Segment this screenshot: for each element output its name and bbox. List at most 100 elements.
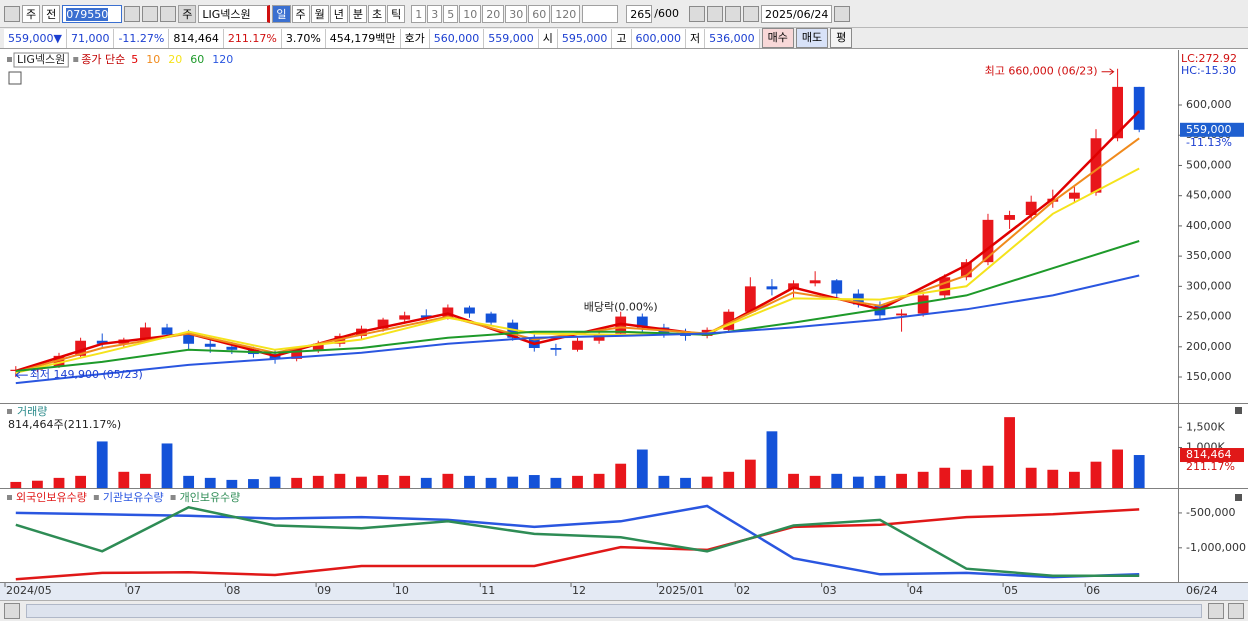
price-tag-change: -11.13% bbox=[1186, 136, 1232, 149]
interval-button[interactable]: 60 bbox=[528, 4, 551, 23]
volume-bar bbox=[226, 479, 238, 488]
annotation: 최고 660,000 (06/23) bbox=[985, 65, 1098, 78]
prev-button[interactable]: 전 bbox=[42, 4, 61, 23]
scroll-left[interactable] bbox=[4, 603, 20, 619]
interval-button[interactable]: 20 bbox=[482, 4, 505, 23]
volume-bar bbox=[420, 477, 432, 488]
period-button[interactable]: 분 bbox=[348, 4, 367, 23]
info-cell: 211.17% bbox=[223, 28, 282, 48]
info-cell: 저 bbox=[686, 28, 706, 48]
candle-body bbox=[960, 262, 972, 278]
period-button[interactable]: 틱 bbox=[387, 4, 406, 23]
candle-body bbox=[744, 286, 756, 312]
volume-bar bbox=[399, 475, 411, 488]
x-tick-label: 04 bbox=[909, 584, 923, 597]
settings-icon[interactable] bbox=[742, 5, 759, 22]
y-tick-label: 500,000 bbox=[1186, 158, 1232, 171]
candle-body bbox=[1090, 138, 1102, 193]
interval-group: 1 3 5 10 20 30 60 120 bbox=[411, 4, 581, 23]
info-cell: 559,000▼ bbox=[4, 28, 67, 48]
volume-bar bbox=[658, 475, 670, 488]
volume-bar bbox=[312, 475, 324, 488]
volume-bar bbox=[896, 473, 907, 488]
search-icon[interactable] bbox=[142, 5, 159, 22]
volume-bar bbox=[204, 477, 216, 488]
x-tick-label: 06 bbox=[1086, 584, 1100, 597]
trade-button[interactable]: 평 bbox=[830, 28, 853, 48]
info-cell: 시 bbox=[538, 28, 558, 48]
custom-interval[interactable] bbox=[582, 4, 619, 23]
volume-bar bbox=[636, 449, 648, 488]
period-button[interactable]: 일 bbox=[272, 4, 291, 23]
tool-icon[interactable] bbox=[706, 5, 723, 22]
lc-label: LC:272.92 bbox=[1181, 52, 1237, 65]
x-tick-label: 05 bbox=[1004, 584, 1018, 597]
market-select[interactable]: 주 bbox=[22, 4, 41, 23]
y-tick-label: 150,000 bbox=[1186, 370, 1232, 383]
date-input[interactable]: 2025/06/24 bbox=[760, 4, 833, 23]
period-button[interactable]: 년 bbox=[329, 4, 348, 23]
annotation-arrow bbox=[1101, 68, 1115, 76]
volume-tag-box bbox=[1180, 448, 1244, 463]
info-cell: 호가 bbox=[400, 28, 430, 48]
candle-body bbox=[1133, 86, 1145, 130]
volume-bar bbox=[183, 475, 195, 488]
volume-bar bbox=[723, 471, 735, 488]
zoom-in[interactable] bbox=[1228, 603, 1244, 619]
info-cell: 600,000 bbox=[631, 28, 687, 48]
interval-button[interactable]: 3 bbox=[427, 4, 443, 23]
calendar-icon[interactable] bbox=[834, 5, 851, 22]
interval-button[interactable]: 120 bbox=[551, 4, 581, 23]
volume-bar bbox=[874, 475, 886, 488]
info-cell: 560,000 bbox=[429, 28, 485, 48]
sound-icon[interactable] bbox=[160, 5, 177, 22]
count-max: /600 bbox=[654, 7, 679, 20]
legend-marker bbox=[7, 409, 12, 414]
volume-subtitle: 814,464주(211.17%) bbox=[8, 418, 121, 431]
candle-body bbox=[96, 340, 108, 344]
interval-button[interactable]: 1 bbox=[411, 4, 427, 23]
legend-marker bbox=[7, 57, 12, 62]
interval-button[interactable]: 10 bbox=[459, 4, 482, 23]
y-tick-label: -500,000 bbox=[1186, 506, 1235, 519]
candle-body bbox=[1004, 215, 1015, 220]
menu-icon[interactable] bbox=[4, 5, 20, 22]
scroll-track[interactable] bbox=[26, 604, 1202, 618]
legend-marker bbox=[93, 495, 99, 500]
period-button[interactable]: 초 bbox=[368, 4, 387, 23]
x-tick-label: 09 bbox=[317, 584, 331, 597]
y-tick-label: 300,000 bbox=[1186, 279, 1232, 292]
code-text: 079550 bbox=[66, 7, 109, 21]
count-input[interactable]: 265 bbox=[626, 4, 653, 23]
dropdown-icon[interactable] bbox=[124, 5, 141, 22]
volume-bar bbox=[248, 479, 259, 488]
save-icon[interactable] bbox=[724, 5, 741, 22]
candle-body bbox=[809, 280, 821, 284]
period-button[interactable]: 월 bbox=[310, 4, 329, 23]
interval-button[interactable]: 30 bbox=[505, 4, 528, 23]
candle-body bbox=[183, 334, 195, 344]
candle-body bbox=[939, 277, 951, 296]
zoom-out[interactable] bbox=[1208, 603, 1224, 619]
code-input[interactable]: 079550 bbox=[62, 4, 123, 23]
volume-bar bbox=[1133, 455, 1145, 488]
trade-button[interactable]: 매수 bbox=[761, 28, 794, 48]
legend-entry: 120 bbox=[212, 53, 233, 66]
trade-button[interactable]: 매도 bbox=[795, 28, 829, 48]
interval-button[interactable]: 5 bbox=[443, 4, 459, 23]
candle-body bbox=[312, 343, 324, 350]
holding-line bbox=[15, 504, 1140, 579]
candle-body bbox=[572, 340, 583, 350]
volume-bar bbox=[766, 431, 778, 488]
volume-bar bbox=[1047, 469, 1059, 488]
date-axis bbox=[0, 583, 1248, 600]
volume-bar bbox=[53, 477, 65, 488]
volume-bar bbox=[852, 476, 864, 488]
volume-bar bbox=[680, 477, 691, 488]
volume-title: 거래량 bbox=[17, 405, 47, 418]
period-button[interactable]: 주 bbox=[291, 4, 310, 23]
volume-bar bbox=[701, 476, 713, 488]
chart-icon[interactable] bbox=[688, 5, 705, 22]
holding-line bbox=[15, 508, 1140, 581]
